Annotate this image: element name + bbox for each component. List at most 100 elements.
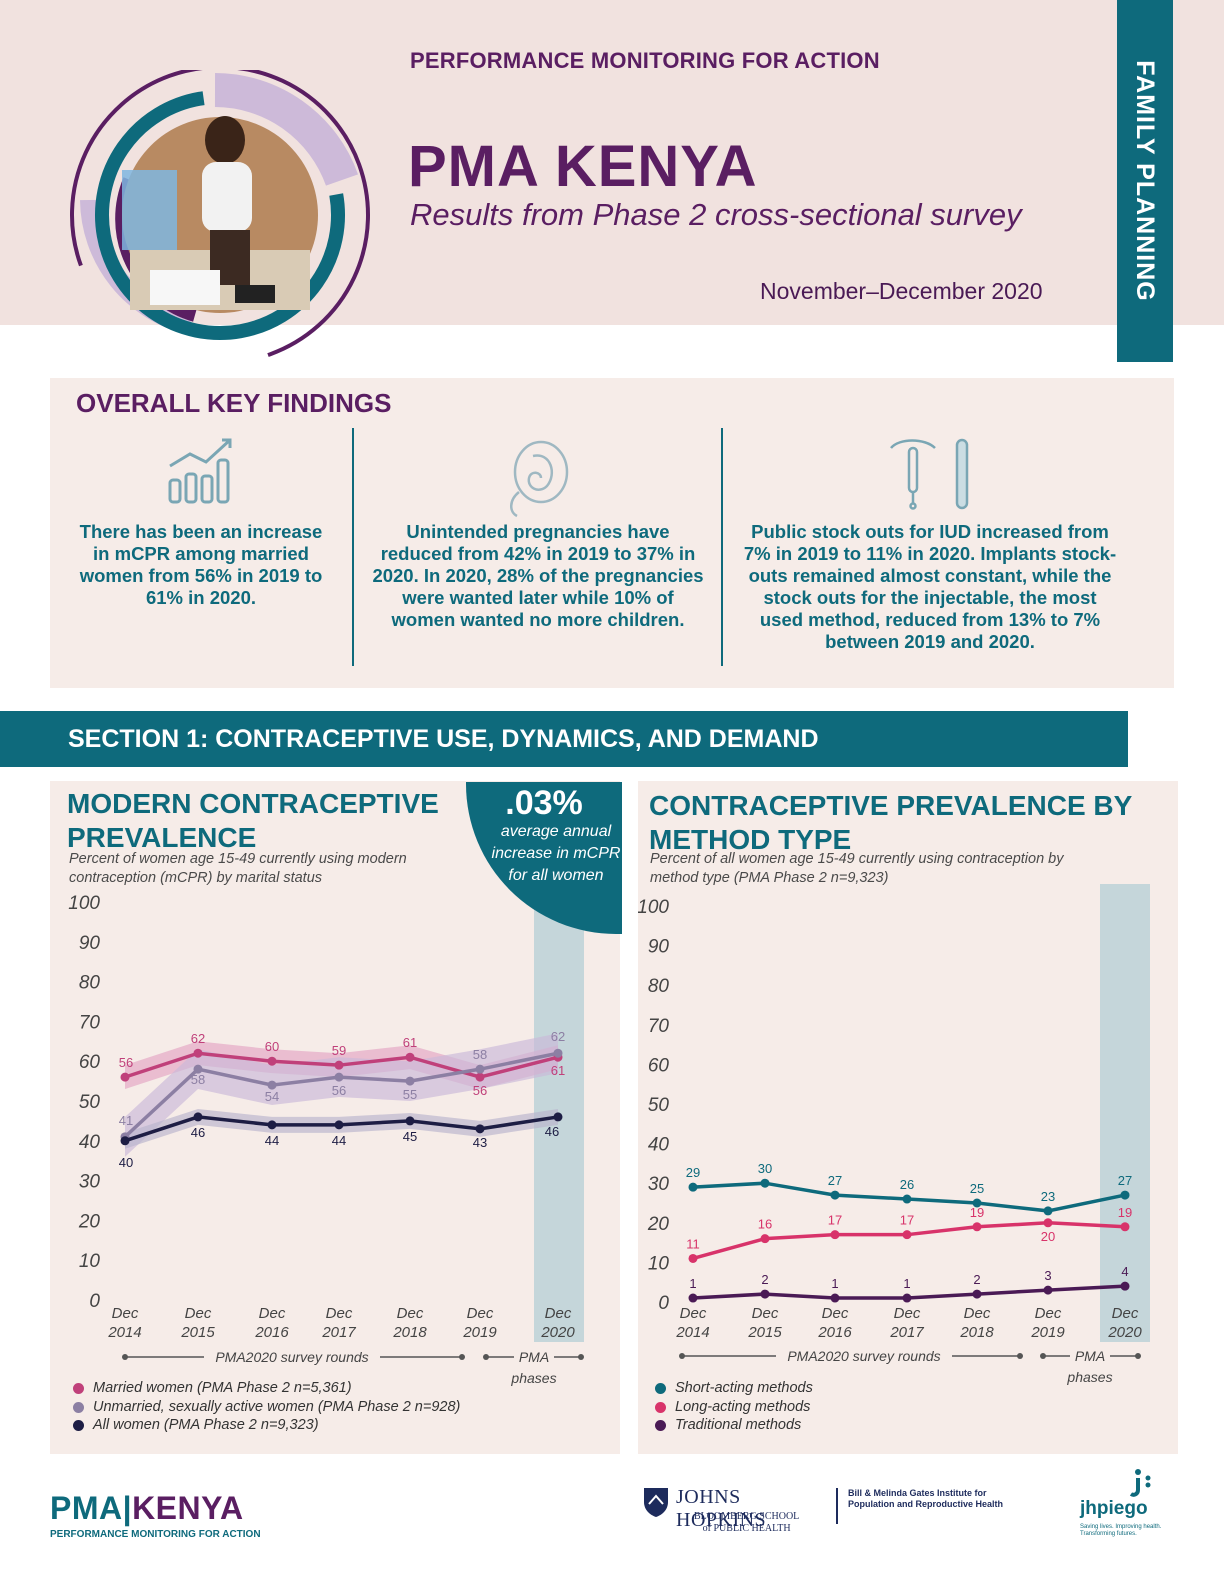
x-tick-label: 2020 — [1107, 1324, 1142, 1341]
finding-pregnancies: Unintended pregnancies have reduced from… — [368, 426, 708, 676]
data-point — [267, 1080, 277, 1090]
x-tick-label: 2018 — [959, 1324, 994, 1341]
x-tick-label: Dec — [545, 1305, 572, 1322]
jh-shield-icon — [644, 1488, 668, 1517]
data-point — [972, 1222, 982, 1232]
data-label: 17 — [900, 1213, 914, 1228]
x-tick-label: Dec — [1035, 1305, 1062, 1322]
data-point — [405, 1116, 415, 1126]
title-line: PREVALENCE — [67, 822, 257, 853]
page-subtitle: Results from Phase 2 cross-sectional sur… — [410, 197, 1022, 232]
y-tick-label: 60 — [79, 1052, 101, 1073]
data-label: 30 — [758, 1161, 772, 1176]
legend-label: Unmarried, sexually active women (PMA Ph… — [93, 1398, 461, 1415]
gates-line: Population and Reproductive Health — [848, 1499, 1004, 1509]
x-tick-label: 2016 — [817, 1324, 852, 1341]
legend-swatch — [655, 1420, 666, 1431]
logo-pma: PMA — [50, 1490, 123, 1526]
rounds-label-bg — [204, 1347, 380, 1367]
data-label: 60 — [265, 1039, 279, 1054]
rounds-bracket-end — [459, 1354, 465, 1360]
logo-kenya: KENYA — [132, 1490, 244, 1526]
method-type-line-chart: 0102030405060708090100Dec2014Dec2015Dec2… — [638, 884, 1150, 1385]
rounds-bracket-end — [122, 1354, 128, 1360]
bar-chart-growth-icon — [168, 438, 232, 504]
y-tick-label: 20 — [78, 1211, 101, 1232]
phases-label: phases — [510, 1370, 556, 1386]
divider — [352, 428, 354, 666]
legend-label: Traditional methods — [675, 1417, 802, 1433]
data-point — [688, 1293, 698, 1303]
phases-bracket-end — [578, 1354, 584, 1360]
data-point — [334, 1060, 344, 1070]
legend-swatch — [655, 1383, 666, 1394]
data-label: 56 — [332, 1083, 346, 1098]
x-tick-label: 2018 — [392, 1324, 427, 1341]
data-label: 56 — [119, 1055, 133, 1070]
confidence-band — [125, 1033, 558, 1157]
y-tick-label: 10 — [79, 1251, 101, 1272]
data-label: 55 — [403, 1087, 417, 1102]
y-tick-label: 40 — [79, 1132, 101, 1153]
data-label: 1 — [689, 1276, 696, 1291]
legend-item: Unmarried, sexually active women (PMA Ph… — [71, 1398, 460, 1417]
x-tick-label: 2015 — [747, 1324, 782, 1341]
method-chart-subtitle: Percent of all women age 15-49 currently… — [650, 850, 1063, 888]
mcpr-legend: Married women (PMA Phase 2 n=5,361) Unmar… — [71, 1379, 460, 1435]
x-tick-label: 2016 — [254, 1324, 289, 1341]
rounds-label-bg — [776, 1346, 952, 1366]
data-point — [553, 1112, 563, 1122]
x-tick-label: 2019 — [462, 1324, 497, 1341]
subtitle-line: method type (PMA Phase 2 n=9,323) — [650, 870, 889, 886]
kicker-text: PERFORMANCE MONITORING FOR ACTION — [410, 48, 880, 73]
data-point — [760, 1178, 770, 1188]
data-label: 62 — [551, 1029, 565, 1044]
data-label: 62 — [191, 1031, 205, 1046]
data-point — [334, 1120, 344, 1130]
callout-text: average annual increase in mCPR for all … — [491, 823, 621, 884]
phases-label-bg — [1070, 1346, 1110, 1366]
x-tick-label: 2019 — [1030, 1324, 1065, 1341]
y-tick-label: 50 — [79, 1092, 101, 1113]
data-point — [405, 1052, 415, 1062]
y-tick-label: 10 — [648, 1253, 670, 1274]
data-point — [193, 1112, 203, 1122]
method-chart-title: CONTRACEPTIVE PREVALENCE BY METHOD TYPE — [649, 789, 1132, 857]
x-tick-label: 2015 — [180, 1324, 215, 1341]
y-tick-label: 80 — [79, 973, 101, 994]
data-label: 25 — [970, 1181, 984, 1196]
y-tick-label: 60 — [648, 1055, 670, 1076]
data-point — [1120, 1281, 1130, 1291]
data-point — [902, 1194, 912, 1204]
data-point — [760, 1234, 770, 1244]
y-tick-label: 0 — [658, 1293, 669, 1314]
x-tick-label: Dec — [112, 1305, 139, 1322]
x-tick-label: Dec — [397, 1305, 424, 1322]
data-label: 61 — [403, 1035, 417, 1050]
data-label: 40 — [119, 1155, 133, 1170]
x-tick-label: Dec — [467, 1305, 494, 1322]
data-point — [193, 1064, 203, 1074]
jhpiego-mark-icon — [1129, 1469, 1151, 1497]
highlight-column — [1100, 884, 1150, 1342]
data-label: 20 — [1041, 1229, 1055, 1244]
phases-bracket-end — [1040, 1353, 1046, 1359]
legend-swatch — [73, 1420, 84, 1431]
divider — [721, 428, 723, 666]
fetus-icon — [510, 440, 569, 518]
jh-school-line: of PUBLIC HEALTH — [702, 1523, 791, 1534]
jh-school: BLOOMBERG SCHOOL of PUBLIC HEALTH — [694, 1511, 799, 1535]
x-tick-label: Dec — [185, 1305, 212, 1322]
phases-bracket-end — [483, 1354, 489, 1360]
iud-implant-icon — [890, 438, 969, 510]
data-point — [120, 1072, 130, 1082]
y-tick-label: 30 — [79, 1172, 101, 1193]
data-point — [405, 1076, 415, 1086]
y-tick-label: 80 — [648, 976, 670, 997]
x-tick-label: Dec — [752, 1305, 779, 1322]
data-label: 58 — [191, 1072, 205, 1087]
pma-kenya-logo: PMA|KENYA PERFORMANCE MONITORING FOR ACT… — [50, 1490, 261, 1540]
section-header: SECTION 1: CONTRACEPTIVE USE, DYNAMICS, … — [0, 711, 1128, 767]
family-planning-tab-label: FAMILY PLANNING — [1131, 60, 1159, 302]
subtitle-line: Percent of women age 15-49 currently usi… — [69, 851, 407, 867]
